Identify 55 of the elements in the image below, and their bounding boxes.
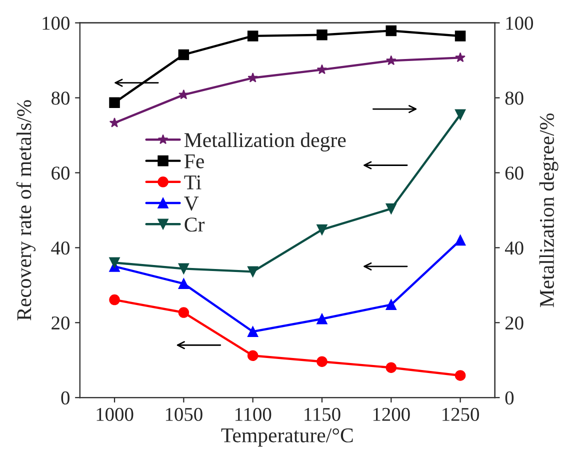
point bbox=[316, 29, 328, 40]
x-axis-title: Temperature/°C bbox=[221, 428, 353, 447]
point bbox=[248, 72, 258, 82]
point bbox=[386, 25, 397, 36]
x-tick-label: 1200 bbox=[373, 408, 410, 421]
point bbox=[178, 307, 190, 318]
point bbox=[455, 52, 466, 62]
y2-tick-label: 20 bbox=[505, 316, 524, 330]
point bbox=[109, 97, 120, 108]
y-tick-label: 20 bbox=[52, 316, 70, 330]
y2-tick-label: 0 bbox=[505, 391, 514, 405]
point bbox=[178, 263, 190, 274]
legend-label: Ti bbox=[184, 175, 202, 190]
point bbox=[247, 266, 258, 278]
point bbox=[247, 30, 258, 42]
y-tick-label: 40 bbox=[51, 242, 70, 255]
point bbox=[454, 109, 466, 120]
y2-tick-label: 100 bbox=[506, 16, 534, 30]
point bbox=[178, 89, 189, 100]
legend-label: Metallization degre bbox=[184, 132, 346, 152]
point bbox=[316, 314, 328, 324]
point bbox=[316, 224, 328, 236]
y-tick-label: 0 bbox=[61, 391, 70, 405]
point bbox=[454, 370, 466, 381]
point bbox=[109, 118, 120, 128]
point bbox=[109, 257, 120, 268]
point bbox=[316, 356, 328, 367]
point bbox=[386, 362, 397, 373]
y2-tick-label: 60 bbox=[505, 166, 524, 180]
point bbox=[386, 299, 397, 310]
y-tick-label: 80 bbox=[52, 92, 70, 105]
y2-tick-label: 40 bbox=[504, 242, 524, 255]
point bbox=[316, 64, 328, 74]
legend-label: Cr bbox=[184, 218, 205, 232]
point bbox=[178, 278, 190, 290]
point bbox=[247, 350, 258, 361]
y-tick-label: 60 bbox=[52, 166, 70, 180]
point bbox=[247, 326, 258, 338]
x-tick-label: 1250 bbox=[442, 408, 480, 421]
x-tick-label: 1000 bbox=[96, 408, 134, 421]
point bbox=[386, 55, 396, 66]
legend-label: Fe bbox=[184, 154, 204, 168]
point bbox=[386, 203, 397, 214]
y2-axis-title: Metallization degree/% bbox=[539, 113, 558, 308]
point bbox=[454, 234, 466, 246]
point bbox=[178, 49, 190, 60]
y-tick-label: 100 bbox=[42, 16, 70, 30]
x-tick-label: 1050 bbox=[166, 408, 202, 421]
x-tick-label: 1100 bbox=[235, 408, 272, 421]
y2-tick-label: 80 bbox=[505, 92, 524, 105]
point bbox=[109, 294, 120, 306]
legend-label: V bbox=[184, 196, 199, 211]
y-axis-title: Recovery rate of metals/% bbox=[16, 100, 36, 320]
x-tick-label: 1150 bbox=[304, 408, 340, 421]
point bbox=[454, 30, 466, 42]
